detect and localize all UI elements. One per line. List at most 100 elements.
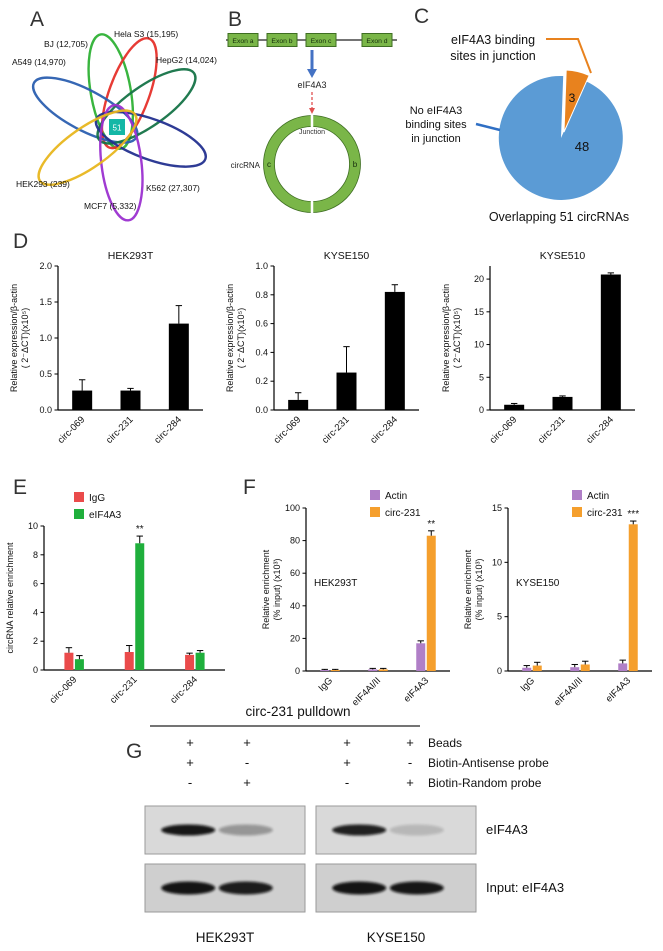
svg-text:0.0: 0.0 — [255, 405, 268, 415]
pie-callout-top-line2: sites in junction — [450, 49, 536, 63]
bar-chart-hek293t: 0.0 0.5 1.0 1.5 2.0 Relative expression/β-act… — [6, 246, 211, 473]
svg-text:+: + — [243, 775, 251, 790]
svg-text:KYSE150: KYSE150 — [324, 250, 370, 262]
svg-text:eIF4A3: eIF4A3 — [89, 510, 122, 521]
svg-text:0.4: 0.4 — [255, 347, 268, 357]
svg-text:+: + — [343, 755, 351, 770]
svg-text:( 2⁻ΔCT)(x10⁵): ( 2⁻ΔCT)(x10⁵) — [236, 308, 246, 369]
svg-text:HepG2 (14,024): HepG2 (14,024) — [156, 55, 217, 65]
pie-callout-top-line1: eIF4A3 binding — [451, 33, 535, 47]
svg-text:+: + — [406, 735, 414, 750]
blue-callout-line — [475, 122, 501, 132]
svg-text:( 2⁻ΔCT)(x10⁵): ( 2⁻ΔCT)(x10⁵) — [452, 308, 462, 369]
pulldown-western-blot: circ-231 pulldown + + + + Beads + - + - Biotin-Ant… — [144, 704, 564, 945]
svg-text:IgG: IgG — [519, 675, 538, 694]
svg-text:5: 5 — [479, 372, 484, 382]
svg-text:0.8: 0.8 — [255, 290, 268, 300]
svg-text:Actin: Actin — [385, 491, 407, 502]
panel-label-f: F — [243, 476, 256, 499]
exon-d-label: Exon d — [366, 38, 387, 45]
svg-text:Relative expression/β-actin: Relative expression/β-actin — [441, 284, 451, 392]
svg-text:-: - — [345, 775, 349, 790]
svg-text:HEK293T: HEK293T — [196, 930, 255, 945]
svg-text:( 2⁻ΔCT)(x10⁵): ( 2⁻ΔCT)(x10⁵) — [20, 308, 30, 369]
panel-label-a: A — [30, 8, 45, 31]
svg-text:20: 20 — [474, 274, 484, 284]
panel-label-e: E — [13, 476, 28, 499]
svg-text:Beads: Beads — [428, 736, 462, 750]
ring-outline-inner — [274, 126, 350, 202]
svg-text:+: + — [406, 775, 414, 790]
svg-text:IgG: IgG — [89, 493, 105, 504]
exon-b-box — [266, 33, 298, 47]
svg-text:6: 6 — [33, 579, 38, 589]
svg-text:circ-231 pulldown: circ-231 pulldown — [245, 704, 350, 719]
svg-text:+: + — [343, 735, 351, 750]
svg-text:0: 0 — [33, 665, 38, 675]
panel-label-g: G — [126, 740, 143, 763]
svg-text:A549 (14,970): A549 (14,970) — [12, 57, 66, 67]
svg-text:80: 80 — [290, 536, 300, 546]
circrna-formation-diagram: Exon a Exon b Exon c Exon d eIF4A3 Junct… — [226, 33, 397, 213]
svg-text:1.0: 1.0 — [39, 333, 52, 343]
svg-text:15: 15 — [474, 307, 484, 317]
svg-text:KYSE150: KYSE150 — [367, 930, 426, 945]
pie-caption: Overlapping 51 circRNAs — [489, 210, 629, 224]
circrna-label: circRNA — [231, 161, 261, 170]
pie-callout-left-line1: No eIF4A3 — [410, 105, 463, 117]
junction-label: Junction — [299, 129, 325, 136]
svg-text:20: 20 — [290, 633, 300, 643]
svg-text:HEK293T: HEK293T — [108, 250, 154, 262]
svg-text:+: + — [243, 735, 251, 750]
orange-callout-line — [546, 38, 592, 74]
pie-slice-small — [563, 69, 590, 133]
pie-small-value: 3 — [569, 91, 576, 105]
pie-chart: eIF4A3 binding sites in junction 3 48 No… — [405, 33, 629, 224]
exon-d-box — [361, 33, 393, 47]
svg-text:0.5: 0.5 — [39, 369, 52, 379]
panel-label-c: C — [414, 5, 430, 28]
svg-text:0.6: 0.6 — [255, 319, 268, 329]
ring-letter-c: c — [267, 160, 271, 169]
svg-text:Relative expression/β-actin: Relative expression/β-actin — [225, 284, 235, 392]
svg-text:Biotin-Random probe: Biotin-Random probe — [428, 776, 542, 790]
svg-text:Biotin-Antisense probe: Biotin-Antisense probe — [428, 756, 549, 770]
svg-text:15: 15 — [492, 503, 502, 513]
svg-text:Relative expression/β-actin: Relative expression/β-actin — [9, 284, 19, 392]
svg-text:circRNA relative enrichment: circRNA relative enrichment — [5, 542, 15, 654]
svg-text:**: ** — [427, 519, 435, 530]
svg-text:2: 2 — [33, 636, 38, 646]
svg-text:eIF4A3: eIF4A3 — [486, 822, 528, 837]
svg-text:+: + — [186, 735, 194, 750]
svg-text:Hela S3 (15,195): Hela S3 (15,195) — [114, 29, 178, 39]
panel-label-d: D — [13, 230, 29, 253]
svg-text:HEK293T: HEK293T — [314, 578, 357, 589]
svg-text:0.2: 0.2 — [255, 376, 268, 386]
exon-c-label: Exon c — [311, 38, 332, 45]
svg-text:4: 4 — [33, 607, 38, 617]
svg-text:KYSE150: KYSE150 — [516, 578, 560, 589]
exon-a-label: Exon a — [232, 38, 253, 45]
svg-text:0.0: 0.0 — [39, 405, 52, 415]
svg-text:KYSE510: KYSE510 — [540, 250, 586, 262]
panel-label-b: B — [228, 8, 243, 31]
svg-text:circ-231: circ-231 — [536, 414, 568, 446]
svg-text:***: *** — [627, 509, 639, 520]
bar-chart-kyse150: 0.0 0.2 0.4 0.6 0.8 1.0 Relative expression/β-… — [222, 246, 427, 473]
svg-text:circ-231: circ-231 — [587, 508, 623, 519]
svg-text:circ-231: circ-231 — [104, 414, 136, 446]
svg-text:-: - — [188, 775, 192, 790]
svg-text:10: 10 — [28, 521, 38, 531]
venn-diagram: 51 BJ (12,705) Hela S3 (15,195) A549 (14,97… — [12, 29, 217, 222]
svg-text:2.0: 2.0 — [39, 261, 52, 271]
svg-text:IgG: IgG — [317, 675, 336, 694]
svg-text:Input: eIF4A3: Input: eIF4A3 — [486, 880, 564, 895]
enrichment-chart-kyse150: 0 5 10 15 Relative enrichment (% input) (x10³… — [460, 484, 658, 734]
svg-text:0: 0 — [295, 666, 300, 676]
pie-large-value: 48 — [575, 139, 589, 154]
svg-text:10: 10 — [492, 557, 502, 567]
down-arrow-head — [307, 69, 317, 78]
svg-text:K562 (27,307): K562 (27,307) — [146, 183, 200, 193]
svg-text:0: 0 — [479, 405, 484, 415]
